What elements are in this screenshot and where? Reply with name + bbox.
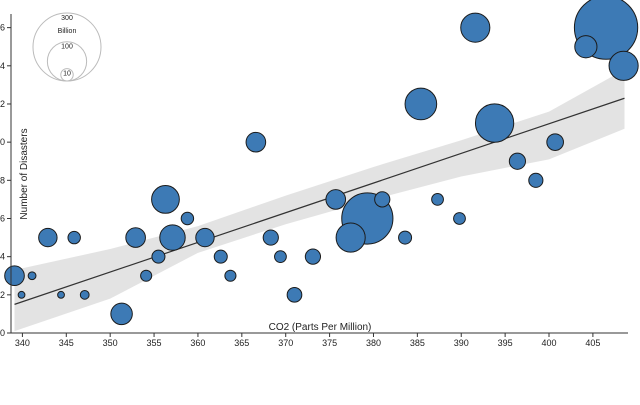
x-tick-label: 370 xyxy=(278,338,293,348)
bubble-18 xyxy=(262,229,279,246)
bubble-20 xyxy=(286,286,303,303)
x-tick-label: 340 xyxy=(15,338,30,348)
size-legend-title: Billion xyxy=(58,28,77,35)
x-axis-label: CO2 (Parts Per Million) xyxy=(269,322,372,333)
bubble-5 xyxy=(67,230,81,245)
bubble-31 xyxy=(474,103,515,143)
bubble-16 xyxy=(224,269,237,282)
x-tick-340: 340 xyxy=(15,333,30,348)
bubble-30 xyxy=(460,12,491,43)
bubble-25 xyxy=(374,191,391,208)
x-axis: 340 345 350 355 360 365 370 375 380 385 390 395 400 4… xyxy=(11,332,628,348)
x-tick-345: 345 xyxy=(59,333,74,348)
y-tick-16: 16 xyxy=(0,23,11,33)
bubble-21 xyxy=(304,248,322,265)
x-tick-label: 380 xyxy=(366,338,381,348)
x-tick-label: 405 xyxy=(585,338,600,348)
y-tick-label: 6 xyxy=(0,213,5,223)
bubble-4 xyxy=(57,290,65,299)
trend-layer xyxy=(14,97,625,305)
x-tick-350: 350 xyxy=(103,333,118,348)
y-tick-2: 2 xyxy=(0,290,11,300)
bubble-23 xyxy=(335,222,366,253)
y-tick-6: 6 xyxy=(0,213,11,223)
y-tick-4: 4 xyxy=(0,252,11,262)
bubble-9 xyxy=(140,269,153,282)
y-tick-14: 14 xyxy=(0,61,11,71)
x-tick-label: 375 xyxy=(322,338,337,348)
x-tick-label: 345 xyxy=(59,338,74,348)
y-tick-label: 8 xyxy=(0,175,5,185)
bubble-layer xyxy=(4,0,639,326)
bubble-14 xyxy=(195,227,215,248)
size-legend-label-10: 10 xyxy=(63,71,71,78)
size-legend-label-100: 100 xyxy=(61,44,73,51)
bubble-15 xyxy=(213,249,228,264)
bubble-2 xyxy=(27,271,37,281)
x-tick-390: 390 xyxy=(454,333,469,348)
size-legend-label-300: 300 xyxy=(61,15,73,22)
bubble-28 xyxy=(431,193,444,206)
bubble-33 xyxy=(528,172,544,188)
bubble-6 xyxy=(79,289,90,300)
bubble-12 xyxy=(159,224,186,251)
bubble-10 xyxy=(151,249,166,264)
y-tick-label: 14 xyxy=(0,61,5,71)
x-tick-label: 350 xyxy=(103,338,118,348)
x-tick-405: 405 xyxy=(585,333,600,348)
confidence-band-layer xyxy=(14,69,625,332)
bubble-7 xyxy=(110,302,133,326)
bubble-29 xyxy=(453,212,466,225)
bubble-32 xyxy=(508,152,527,170)
y-axis-label: Number of Disasters xyxy=(19,128,30,219)
y-tick-label: 12 xyxy=(0,99,5,109)
x-tick-375: 375 xyxy=(322,333,337,348)
bubble-8 xyxy=(125,227,146,248)
y-tick-10: 10 xyxy=(0,137,11,147)
x-tick-label: 390 xyxy=(454,338,469,348)
bubble-13 xyxy=(180,211,195,226)
bubble-34 xyxy=(546,133,564,151)
x-tick-label: 385 xyxy=(410,338,425,348)
y-tick-0: 0 xyxy=(0,328,11,338)
bubble-1 xyxy=(17,290,26,299)
x-tick-380: 380 xyxy=(366,333,381,348)
y-axis: 0 2 4 6 8 10 12 14 16 xyxy=(0,14,12,338)
x-tick-395: 395 xyxy=(498,333,513,348)
y-tick-12: 12 xyxy=(0,99,11,109)
trend-line xyxy=(14,97,625,305)
x-tick-label: 365 xyxy=(234,338,249,348)
x-tick-label: 400 xyxy=(541,338,556,348)
bubble-22 xyxy=(325,189,347,210)
y-tick-label: 2 xyxy=(0,290,5,300)
y-tick-label: 16 xyxy=(0,23,5,33)
bubble-0 xyxy=(4,265,25,287)
bubble-37 xyxy=(608,50,639,81)
y-tick-label: 4 xyxy=(0,252,5,262)
x-tick-385: 385 xyxy=(410,333,425,348)
size-legend: Billion 300 100 10 xyxy=(32,12,102,82)
x-tick-label: 360 xyxy=(190,338,205,348)
x-tick-370: 370 xyxy=(278,333,293,348)
x-tick-355: 355 xyxy=(147,333,162,348)
confidence-band xyxy=(14,69,625,332)
bubble-35 xyxy=(574,35,598,59)
bubble-27 xyxy=(404,87,438,121)
x-tick-label: 395 xyxy=(498,338,513,348)
bubble-17 xyxy=(245,131,267,153)
bubble-11 xyxy=(151,185,180,214)
size-legend-circle-10 xyxy=(60,68,74,82)
x-tick-360: 360 xyxy=(190,333,205,348)
x-tick-365: 365 xyxy=(234,333,249,348)
x-tick-label: 355 xyxy=(147,338,162,348)
y-tick-label: 10 xyxy=(0,137,5,147)
y-tick-8: 8 xyxy=(0,175,11,185)
bubble-3 xyxy=(38,227,58,248)
bubble-19 xyxy=(274,250,287,264)
y-tick-label: 0 xyxy=(0,328,5,338)
x-tick-400: 400 xyxy=(541,333,557,348)
bubble-26 xyxy=(398,230,413,245)
